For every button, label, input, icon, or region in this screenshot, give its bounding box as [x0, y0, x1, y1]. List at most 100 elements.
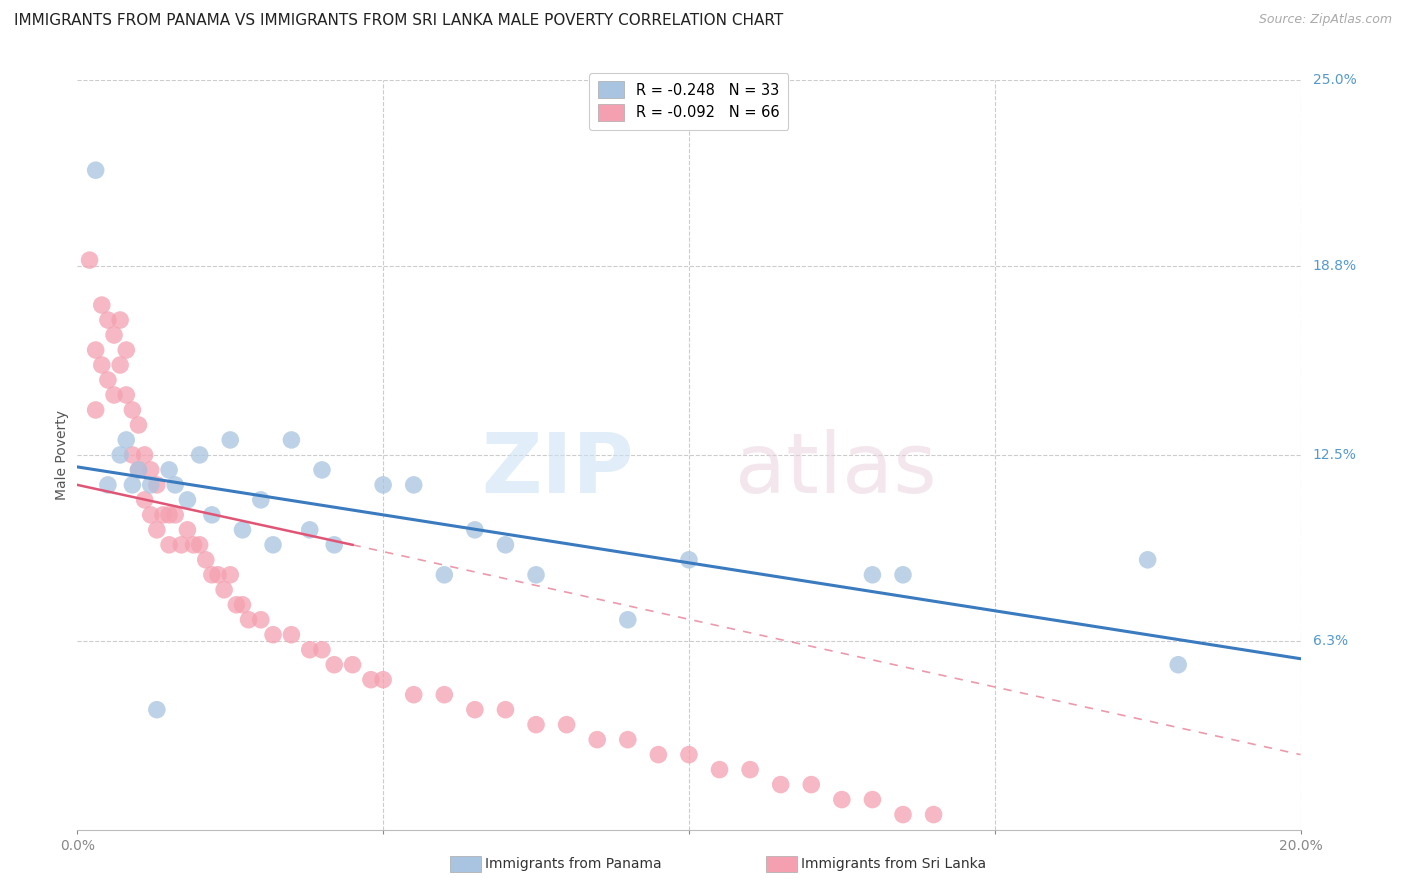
Point [121, 448, 143, 462]
Point [891, 567, 914, 582]
Point [1167, 657, 1189, 672]
Point [342, 657, 364, 672]
Point [207, 567, 229, 582]
Point [127, 417, 149, 432]
Point [238, 613, 260, 627]
Point [84, 163, 107, 178]
Y-axis label: Male Poverty: Male Poverty [55, 410, 69, 500]
Text: 18.8%: 18.8% [1313, 259, 1357, 273]
Point [298, 642, 321, 657]
Point [79, 253, 101, 268]
Point [219, 567, 242, 582]
Text: 12.5%: 12.5% [1313, 448, 1357, 462]
Point [157, 463, 180, 477]
Point [115, 433, 138, 447]
Point [90, 298, 112, 312]
Point [152, 508, 174, 522]
Point [97, 373, 120, 387]
Point [524, 717, 547, 731]
Point [922, 807, 945, 822]
Point [97, 313, 120, 327]
Point [165, 508, 187, 522]
Point [231, 523, 253, 537]
Point [586, 732, 609, 747]
Point [464, 523, 486, 537]
Point [298, 523, 321, 537]
Point [231, 598, 253, 612]
Point [157, 538, 180, 552]
Point [495, 538, 517, 552]
Point [157, 508, 180, 522]
Point [127, 463, 149, 477]
Point [433, 567, 456, 582]
Point [188, 448, 211, 462]
Point [176, 492, 198, 507]
Text: Immigrants from Panama: Immigrants from Panama [485, 857, 662, 871]
Point [371, 673, 394, 687]
Text: Source: ZipAtlas.com: Source: ZipAtlas.com [1258, 13, 1392, 27]
Point [280, 433, 302, 447]
Point [201, 508, 224, 522]
Point [360, 673, 382, 687]
Point [891, 807, 914, 822]
Point [201, 567, 224, 582]
Point [139, 463, 162, 477]
Point [139, 478, 162, 492]
Point [617, 613, 640, 627]
Point [495, 703, 517, 717]
Point [165, 478, 187, 492]
Point [84, 403, 107, 417]
Point [121, 403, 143, 417]
Point [1136, 553, 1159, 567]
Point [433, 688, 456, 702]
Point [262, 628, 284, 642]
Point [84, 343, 107, 357]
Point [97, 478, 120, 492]
Point [146, 478, 169, 492]
Point [524, 567, 547, 582]
Point [134, 448, 156, 462]
Text: 25.0%: 25.0% [1313, 73, 1357, 87]
Point [146, 703, 169, 717]
Point [311, 642, 333, 657]
Text: atlas: atlas [735, 429, 936, 510]
Point [831, 792, 853, 806]
Point [262, 538, 284, 552]
Point [139, 508, 162, 522]
Point [862, 792, 884, 806]
Point [115, 388, 138, 402]
Point [127, 463, 149, 477]
Point [170, 538, 193, 552]
Point [402, 478, 425, 492]
Point [212, 582, 235, 597]
Point [176, 523, 198, 537]
Point [464, 703, 486, 717]
Text: Immigrants from Sri Lanka: Immigrants from Sri Lanka [801, 857, 987, 871]
Point [555, 717, 578, 731]
Point [617, 732, 640, 747]
Point [769, 778, 792, 792]
Text: ZIP: ZIP [481, 429, 634, 510]
Point [108, 358, 131, 372]
Point [219, 433, 242, 447]
Point [188, 538, 211, 552]
Point [250, 492, 273, 507]
Point [250, 613, 273, 627]
Point [183, 538, 205, 552]
Point [90, 358, 112, 372]
Point [115, 343, 138, 357]
Point [225, 598, 247, 612]
Point [371, 478, 394, 492]
Point [647, 747, 669, 762]
Point [678, 553, 700, 567]
Point [402, 688, 425, 702]
Point [323, 538, 346, 552]
Point [740, 763, 762, 777]
Point [678, 747, 700, 762]
Point [194, 553, 217, 567]
Point [134, 492, 156, 507]
Point [108, 448, 131, 462]
Point [862, 567, 884, 582]
Point [323, 657, 346, 672]
Legend: R = -0.248   N = 33, R = -0.092   N = 66: R = -0.248 N = 33, R = -0.092 N = 66 [589, 72, 789, 129]
